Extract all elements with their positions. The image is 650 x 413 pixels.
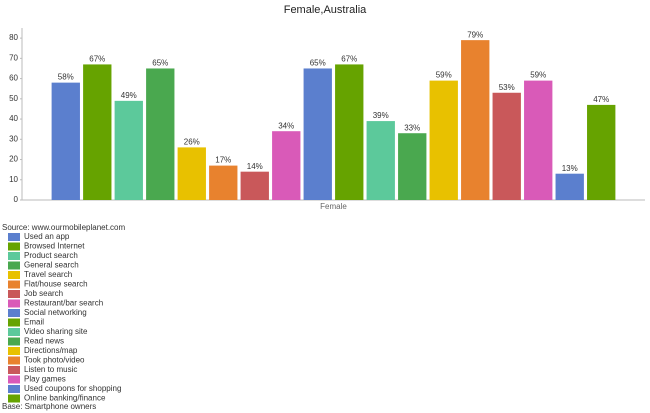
legend-swatch: [8, 290, 20, 298]
legend-label: Browsed Internet: [24, 242, 85, 251]
x-tick-label: Female: [320, 202, 347, 211]
y-tick-label: 70: [9, 53, 18, 62]
y-tick-label: 80: [9, 33, 18, 42]
value-label: 39%: [373, 111, 389, 120]
legend-swatch: [8, 394, 20, 403]
bar: [146, 68, 175, 201]
legend-swatch: [8, 385, 20, 393]
bar: [524, 80, 553, 200]
value-label: 14%: [247, 162, 263, 171]
legend-swatch: [8, 252, 20, 260]
value-label: 49%: [121, 91, 137, 100]
legend-label: Read news: [24, 337, 64, 346]
value-label: 59%: [530, 71, 546, 80]
legend-swatch: [8, 242, 20, 251]
bar: [366, 121, 395, 200]
y-tick-label: 0: [14, 195, 19, 204]
y-tick-label: 30: [9, 134, 18, 143]
value-label: 13%: [562, 164, 578, 173]
legend-swatch: [8, 271, 20, 279]
bar: [177, 147, 206, 200]
legend-swatch: [8, 233, 20, 241]
source: Source: www.ourmobileplanet.com: [2, 223, 126, 232]
legend-label: Used coupons for shopping: [24, 384, 121, 393]
y-tick-label: 60: [9, 74, 18, 83]
legend-label: Email: [24, 318, 44, 327]
bar: [461, 40, 490, 201]
legend-swatch: [8, 318, 20, 327]
bar: [51, 82, 80, 200]
value-label: 79%: [467, 30, 483, 39]
legend-swatch: [8, 328, 20, 336]
bar: [398, 133, 427, 200]
bar: [240, 171, 269, 200]
value-label: 67%: [341, 55, 357, 64]
bar: [83, 64, 112, 201]
base: Base: Smartphone owners: [2, 402, 96, 411]
legend-swatch: [8, 261, 20, 270]
value-label: 53%: [499, 83, 515, 92]
legend-label: Used an app: [24, 232, 70, 241]
y-tick-label: 20: [9, 155, 18, 164]
legend-label: Travel search: [24, 270, 72, 279]
value-label: 34%: [278, 121, 294, 130]
bar: [335, 64, 364, 201]
legend-label: Took photo/video: [24, 356, 85, 365]
bar: [429, 80, 458, 200]
legend-label: Play games: [24, 375, 66, 384]
legend-label: Online banking/finance: [24, 394, 106, 403]
legend-label: General search: [24, 261, 79, 270]
legend-label: Video sharing site: [24, 327, 88, 336]
legend-swatch: [8, 347, 20, 355]
value-label: 59%: [436, 71, 452, 80]
y-tick-label: 10: [9, 175, 18, 184]
legend-swatch: [8, 366, 20, 374]
legend-label: Restaurant/bar search: [24, 299, 103, 308]
value-label: 47%: [593, 95, 609, 104]
legend-label: Directions/map: [24, 346, 78, 355]
legend-swatch: [8, 280, 20, 289]
bar: [272, 131, 301, 200]
bar: [492, 92, 521, 200]
bar: [555, 173, 584, 200]
value-label: 33%: [404, 123, 420, 132]
legend-label: Listen to music: [24, 365, 77, 374]
bar: [209, 165, 238, 200]
bar: [114, 100, 143, 200]
legend-swatch: [8, 299, 20, 308]
legend-swatch: [8, 337, 20, 346]
legend-swatch: [8, 356, 20, 365]
value-label: 26%: [184, 137, 200, 146]
legend-label: Social networking: [24, 308, 87, 317]
bar: [303, 68, 332, 201]
bar: [587, 104, 616, 200]
value-label: 17%: [215, 156, 231, 165]
value-label: 65%: [152, 59, 168, 68]
y-tick-label: 40: [9, 114, 18, 123]
legend-label: Job search: [24, 289, 63, 298]
legend-label: Flat/house search: [24, 280, 88, 289]
y-tick-label: 50: [9, 94, 18, 103]
legend-swatch: [8, 375, 20, 384]
legend-swatch: [8, 309, 20, 317]
value-label: 58%: [58, 73, 74, 82]
legend-label: Product search: [24, 251, 78, 260]
value-label: 65%: [310, 59, 326, 68]
chart-title: Female,Australia: [284, 4, 367, 16]
value-label: 67%: [89, 55, 105, 64]
